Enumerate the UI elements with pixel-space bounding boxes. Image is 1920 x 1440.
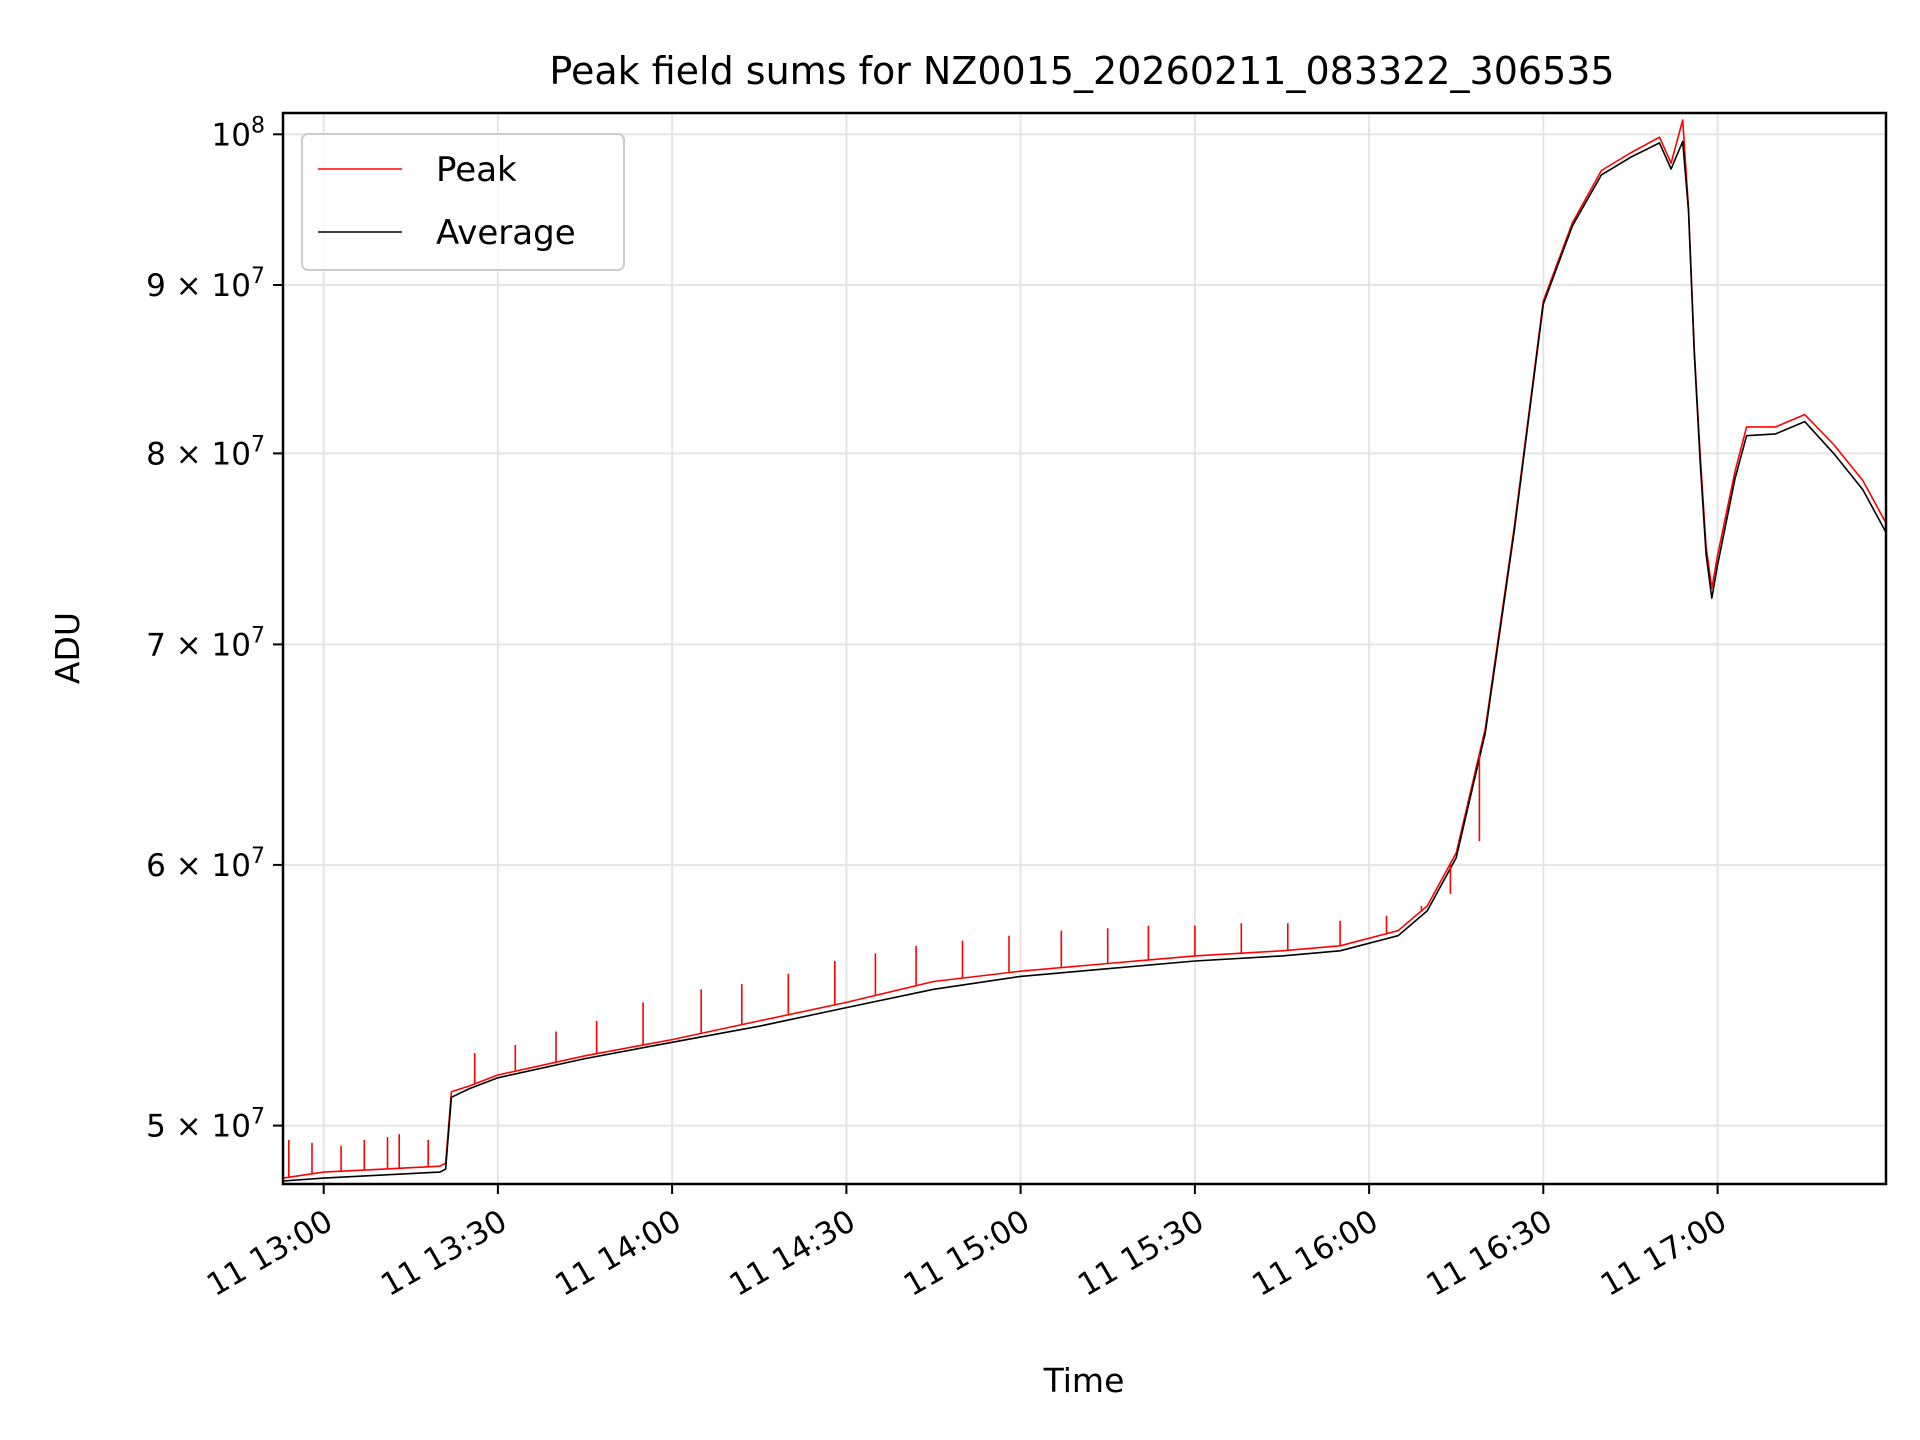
- y-tick-label: 6 × 107: [146, 844, 265, 884]
- legend-box: [301, 133, 625, 271]
- chart-title: Peak field sums for NZ0015_20260211_0833…: [549, 49, 1614, 93]
- y-axis-ticks: 5 × 107 6 × 107 7 × 107 8 × 107 9 × 107 108: [146, 113, 283, 1145]
- series-line-average: [282, 140, 1887, 1182]
- y-tick-label: 7 × 107: [146, 623, 265, 663]
- legend-label-peak: Peak: [436, 150, 517, 190]
- legend-label-average: Average: [436, 213, 576, 253]
- series-layer: [282, 119, 1887, 1182]
- y-axis-label: ADU: [48, 612, 87, 684]
- y-tick-label: 9 × 107: [146, 264, 265, 304]
- plot-frame: [281, 111, 1888, 1186]
- legend: Peak Average: [301, 133, 625, 271]
- grid-lines: [283, 113, 1886, 1184]
- y-tick-label: 5 × 107: [146, 1105, 265, 1145]
- y-tick-label: 108: [212, 113, 265, 153]
- y-tick-label: 8 × 107: [146, 432, 265, 472]
- x-axis-label: Time: [1043, 1361, 1125, 1400]
